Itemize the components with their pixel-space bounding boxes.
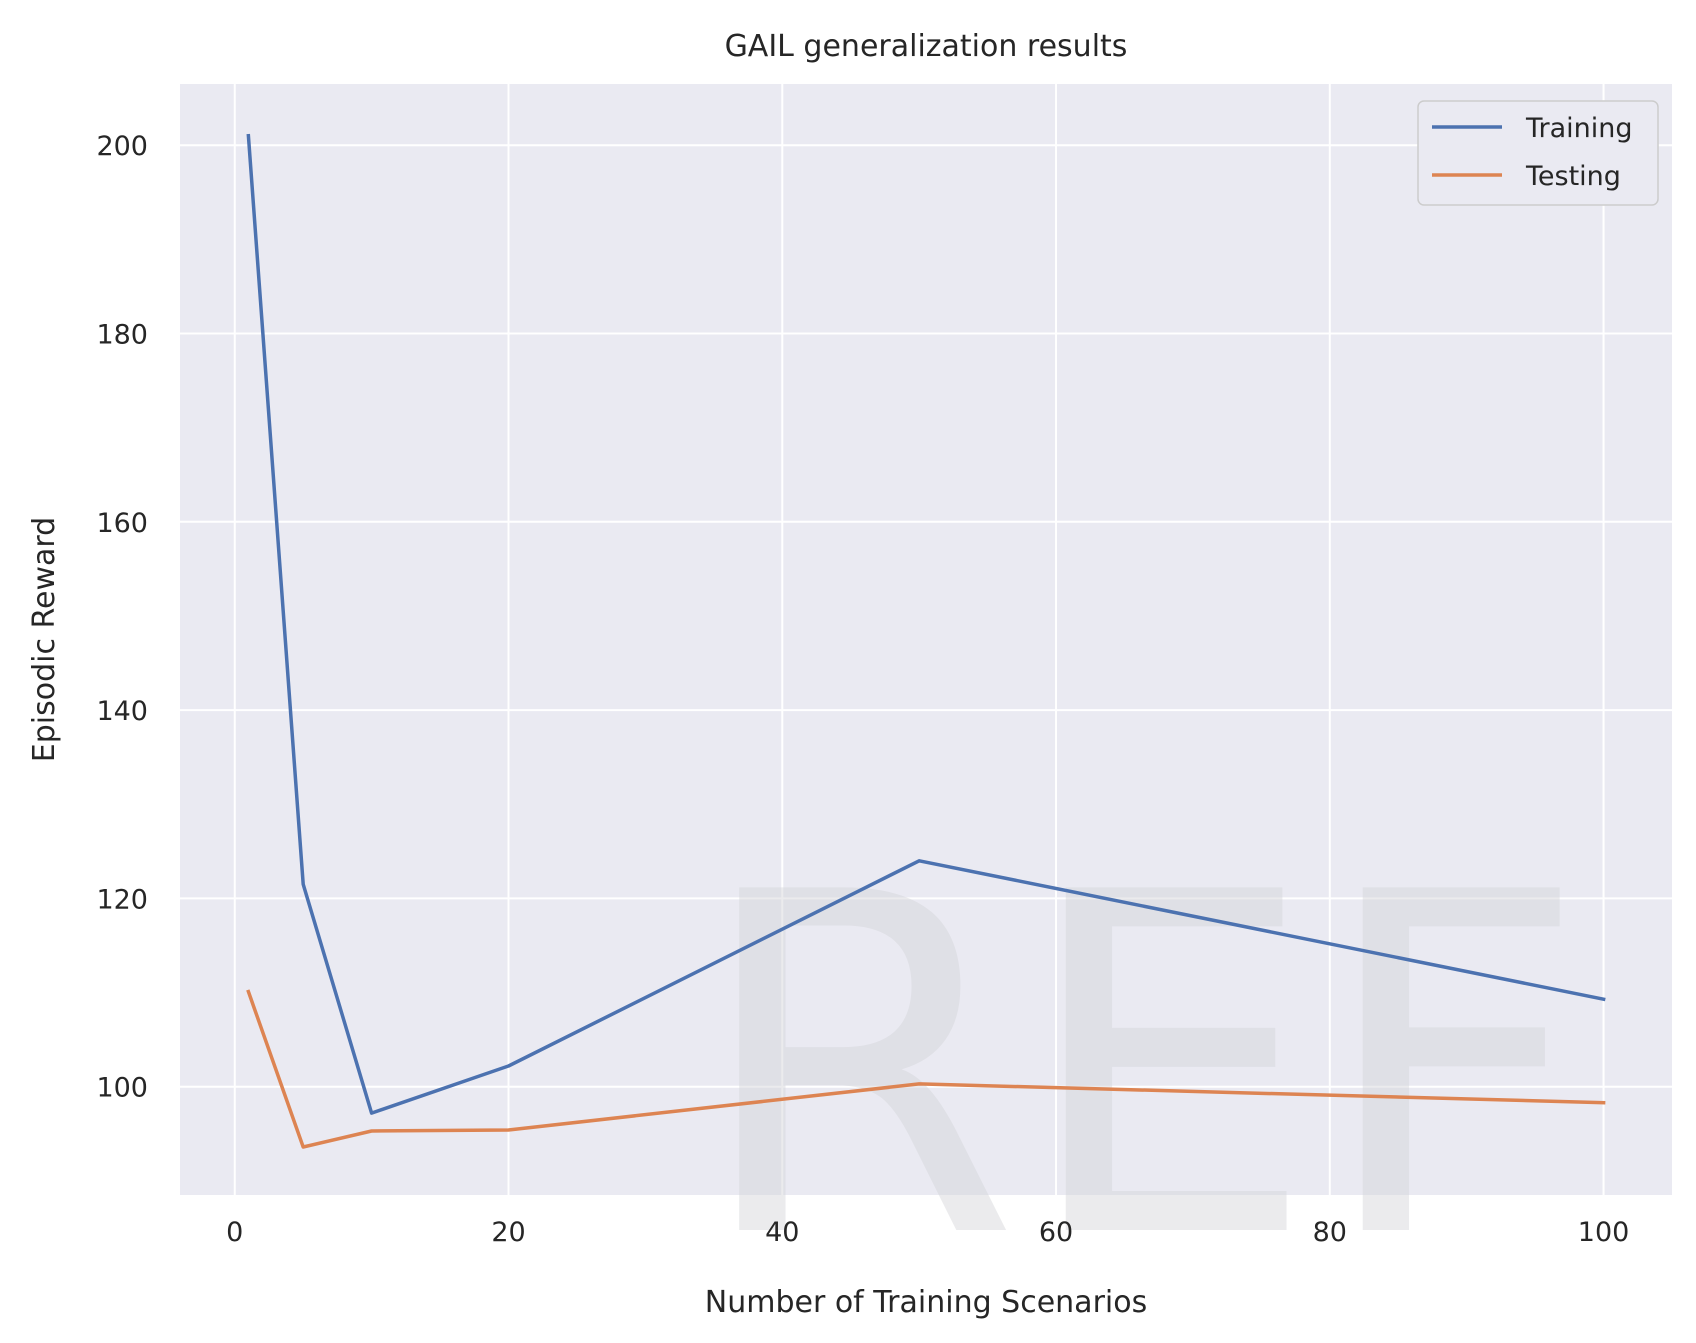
x-tick-labels: 0 20 40 60 80 100 [226, 1217, 1629, 1248]
x-tick-label: 40 [765, 1217, 799, 1248]
x-tick-label: 80 [1313, 1217, 1347, 1248]
grid-lines [180, 84, 1672, 1195]
series-line-training [246, 133, 1606, 1115]
x-tick-label: 20 [491, 1217, 525, 1248]
chart-title: GAIL generalization results [725, 29, 1128, 64]
x-tick-label: 0 [226, 1217, 243, 1248]
y-tick-labels: 100 120 140 160 180 200 [96, 131, 148, 1104]
x-tick-label: 100 [1578, 1217, 1630, 1248]
legend-label: Testing [1525, 161, 1621, 192]
legend-label: Training [1525, 113, 1633, 144]
plot-area [180, 84, 1672, 1195]
y-tick-label: 100 [96, 1073, 148, 1104]
legend: Training Testing [1417, 100, 1659, 206]
y-tick-label: 200 [96, 131, 148, 162]
x-axis-label: Number of Training Scenarios [705, 1285, 1147, 1320]
series-layer [246, 133, 1606, 1149]
y-tick-label: 160 [96, 508, 148, 539]
y-tick-label: 140 [96, 696, 148, 727]
y-tick-label: 180 [96, 320, 148, 351]
series-line-testing [246, 989, 1606, 1149]
watermark-text: REF [693, 794, 1587, 1341]
x-tick-label: 60 [1039, 1217, 1073, 1248]
y-axis-label: Episodic Reward [27, 517, 62, 762]
y-tick-label: 120 [96, 884, 148, 915]
